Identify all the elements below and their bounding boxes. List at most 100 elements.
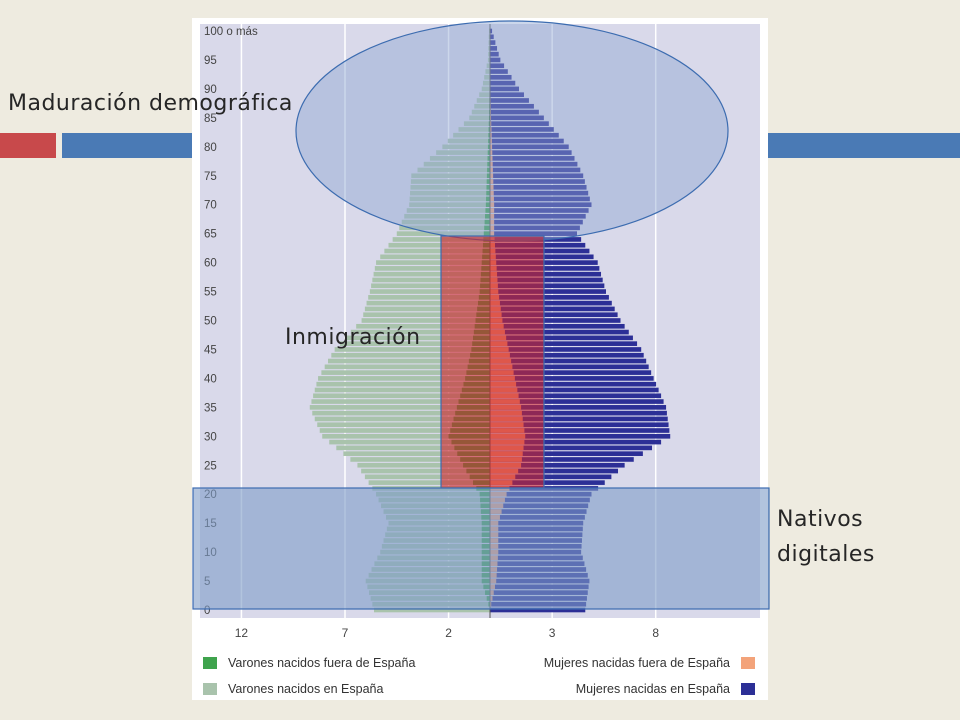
bar-women-spain-age-41 [490,370,652,375]
y-tick-label-60: 60 [204,258,217,270]
bar-women-spain-age-54 [490,295,609,300]
bar-men-spain-age-89 [479,92,490,98]
bar-men-foreign-age-83 [488,127,490,132]
x-tick-label-female-0: 3 [549,626,556,640]
bar-women-spain-age-68 [490,213,586,219]
bar-men-spain-age-60 [376,260,490,265]
bar-men-spain-age-45 [334,347,490,352]
bar-women-spain-age-36 [490,399,664,404]
bar-men-spain-age-24 [361,468,490,474]
bar-women-spain-age-88 [490,98,529,103]
bar-men-spain-age-77 [423,161,490,167]
bar-men-spain-age-95 [487,57,490,63]
bar-men-spain-age-98 [488,40,490,45]
bar-men-spain-age-40 [318,376,490,381]
bar-women-spain-age-75 [490,173,584,179]
bar-men-foreign-age-76 [487,167,490,173]
bar-men-spain-age-61 [380,254,490,260]
bar-women-spain-age-26 [490,457,634,462]
bar-men-spain-age-26 [350,457,490,462]
bar-women-spain-age-31 [490,428,670,433]
bar-men-foreign-age-82 [488,132,490,138]
bar-women-spain-age-78 [490,156,575,161]
bar-men-spain-age-86 [471,109,490,115]
bar-men-spain-age-82 [453,132,490,138]
bar-women-spain-age-46 [490,341,638,346]
bar-women-foreign-age-75 [490,173,494,179]
bar-women-spain-age-81 [490,138,564,144]
legend-label-varones-fuera: Varones nacidos fuera de España [228,656,415,670]
bar-women-spain-age-55 [490,289,606,294]
bar-men-spain-age-72 [410,190,490,196]
bar-men-spain-age-83 [458,127,490,132]
bar-men-spain-age-94 [486,63,490,69]
legend-label-varones-es: Varones nacidos en España [228,682,383,696]
bar-men-spain-age-68 [404,213,490,219]
bar-women-spain-age-35 [490,405,667,410]
slide-accent-bar-red [0,133,56,158]
maduracion-ellipse [295,20,729,242]
bar-men-spain-age-22 [368,480,490,485]
bar-men-spain-age-34 [312,410,490,416]
callout-nativos-line1: Nativos [777,507,864,532]
bar-women-foreign-age-79 [490,150,493,155]
y-tick-label-95: 95 [204,55,217,67]
bar-women-spain-age-24 [490,468,619,474]
bar-men-spain-age-50 [361,318,490,323]
legend-swatch-mujeres-fuera [741,657,755,669]
bar-women-foreign-age-82 [490,132,492,138]
bar-women-spain-age-84 [490,121,549,126]
bar-women-foreign-age-68 [490,213,495,219]
bar-women-spain-age-73 [490,185,587,190]
bar-women-spain-age-99 [490,34,494,40]
bar-men-spain-age-97 [488,46,490,51]
bar-women-spain-age-0 [490,607,586,613]
bar-men-spain-age-38 [314,387,490,393]
bar-men-spain-age-31 [319,428,490,433]
bar-men-foreign-age-71 [486,196,490,202]
y-tick-label-65: 65 [204,229,217,241]
bar-men-spain-age-66 [399,225,490,231]
x-tick-label-male-2: 2 [445,626,452,640]
bar-women-spain-age-86 [490,109,539,115]
bar-men-spain-age-43 [328,358,490,364]
bar-women-spain-age-97 [490,46,498,51]
bar-men-foreign-age-68 [485,213,490,219]
legend-swatch-varones-es [203,683,217,695]
bar-women-spain-age-72 [490,190,589,196]
bar-men-spain-age-80 [442,144,490,150]
y-tick-label-70: 70 [204,200,217,212]
bar-women-spain-age-47 [490,335,633,341]
bar-women-spain-age-32 [490,422,669,428]
bar-men-spain-age-23 [364,474,490,480]
bar-women-spain-age-66 [490,225,580,231]
x-tick-label-male-1: 7 [342,626,349,640]
callout-nativos-digitales: Nativos digitales [777,502,875,572]
bar-women-spain-age-77 [490,161,578,167]
bar-men-spain-age-70 [409,202,490,208]
legend-label-mujeres-fuera: Mujeres nacidas fuera de España [544,656,730,670]
bar-men-spain-age-30 [322,433,490,439]
bar-men-spain-age-78 [429,156,490,161]
bar-women-spain-age-95 [490,57,501,63]
bar-women-spain-age-50 [490,318,621,323]
bar-women-spain-age-93 [490,69,508,74]
y-tick-label-40: 40 [204,373,217,385]
bar-women-foreign-age-66 [490,225,495,231]
bar-women-foreign-age-81 [490,138,492,144]
bar-men-spain-age-35 [309,405,490,410]
bar-men-spain-age-69 [406,208,490,213]
bar-women-spain-age-38 [490,387,659,393]
bar-women-foreign-age-78 [490,156,493,161]
bar-women-foreign-age-83 [490,127,492,132]
nativos-highlight [192,487,770,610]
bar-women-spain-age-94 [490,63,505,69]
callout-nativos-line2: digitales [777,542,875,567]
bar-women-spain-age-37 [490,393,662,399]
bar-men-foreign-age-69 [485,208,490,213]
bar-men-spain-age-84 [463,121,490,126]
bar-men-spain-age-0 [374,607,490,613]
bar-men-foreign-age-81 [488,138,490,144]
bar-women-spain-age-30 [490,433,671,439]
bar-men-spain-age-53 [366,300,490,306]
